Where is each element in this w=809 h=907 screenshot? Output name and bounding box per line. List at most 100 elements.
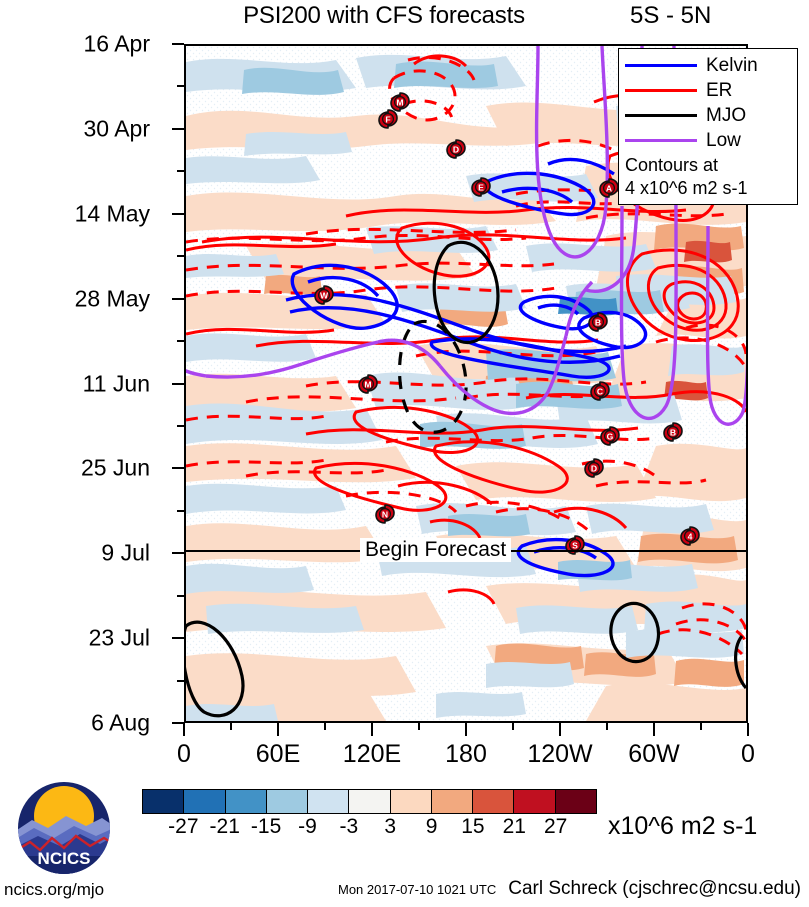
svg-text:E: E [478, 183, 484, 193]
svg-text:4: 4 [688, 532, 693, 542]
x-tick-minor-3 [512, 723, 514, 730]
x-tick-label-2: 120E [342, 740, 402, 768]
colorbar-tick-0: -27 [168, 815, 199, 838]
legend-label-low: Low [706, 130, 741, 151]
y-tick-label-3: 28 May [74, 285, 150, 312]
svg-text:W: W [320, 291, 329, 301]
colorbar-bin-10 [555, 790, 596, 813]
x-tick-label-0: 0 [177, 740, 191, 768]
x-tick-minor-2 [418, 723, 420, 730]
svg-text:M: M [364, 380, 371, 390]
storm-marker-d-2[interactable]: D [443, 136, 469, 162]
legend-label-er: ER [706, 80, 733, 101]
colorbar-bin-1 [184, 790, 226, 813]
y-tick-major-3 [172, 297, 184, 300]
x-tick-major-3 [465, 723, 467, 736]
y-tick-minor-2 [177, 255, 184, 258]
y-axis: 16 Apr 30 Apr 14 May 28 May 11 Jun 25 Jun 9 Ju… [0, 31, 184, 736]
svg-text:G: G [607, 432, 614, 442]
y-tick-major-5 [172, 467, 184, 470]
y-tick-label-1: 30 Apr [83, 115, 151, 142]
x-axis-labels: 0 60E 120E 180 120W 60W 0 [0, 740, 809, 774]
y-tick-label-7: 23 Jul [88, 624, 150, 651]
storm-marker-g-9[interactable]: G [597, 423, 623, 449]
storm-marker-n-12[interactable]: N [372, 501, 398, 527]
x-tick-minor-4 [606, 723, 608, 730]
colorbar-bin-7 [431, 790, 474, 813]
x-tick-major-0 [183, 723, 185, 736]
y-tick-label-8: 6 Aug [91, 709, 150, 736]
colorbar-bin-8 [473, 790, 515, 813]
colorbar-ticks: -27 -21 -15 -9 -3 3 9 15 21 27 [0, 815, 809, 841]
storm-marker-b-6[interactable]: B [585, 309, 611, 335]
storm-marker-f-1[interactable]: F [375, 106, 401, 132]
x-tick-minor-0 [230, 723, 232, 730]
storm-marker-4-14[interactable]: 4 [677, 523, 703, 549]
mjo-line-swatch [625, 114, 697, 117]
x-tick-label-1: 60E [255, 740, 301, 768]
x-tick-major-6 [747, 723, 749, 736]
svg-text:M: M [396, 98, 403, 108]
legend-item-low: Low [625, 128, 792, 153]
storm-marker-c-7[interactable]: C [587, 378, 613, 404]
colorbar-tick-6: 9 [425, 815, 438, 838]
y-tick-minor-1 [177, 170, 184, 173]
logo-url-label: ncics.org/mjo [4, 880, 105, 899]
storm-marker-m-0[interactable]: M [387, 89, 413, 115]
colorbar-tick-9: 27 [543, 815, 568, 838]
y-tick-major-2 [172, 212, 184, 215]
colorbar-bin-5 [349, 790, 391, 813]
svg-text:D: D [453, 145, 459, 155]
storm-marker-b-10[interactable]: B [660, 419, 686, 445]
svg-text:C: C [597, 387, 603, 397]
x-tick-major-5 [653, 723, 655, 736]
kelvin-line-swatch [625, 64, 697, 67]
y-tick-major-6 [172, 552, 184, 555]
page-title: PSI200 with CFS forecasts [243, 2, 525, 29]
colorbar-bin-6 [390, 790, 432, 813]
storm-marker-d-11[interactable]: D [581, 455, 607, 481]
storm-marker-s-13[interactable]: S [562, 532, 588, 558]
contour-note-line1: Contours at [625, 155, 719, 175]
x-tick-label-4: 120W [527, 740, 593, 768]
legend-item-er: ER [625, 78, 792, 103]
svg-text:B: B [670, 428, 676, 438]
colorbar [142, 789, 597, 814]
low-line-swatch [625, 139, 697, 142]
y-tick-major-8 [172, 722, 184, 724]
mjo-contours [186, 240, 746, 718]
svg-text:B: B [595, 318, 601, 328]
y-tick-label-2: 14 May [74, 200, 150, 227]
colorbar-bin-4 [308, 790, 350, 813]
x-tick-major-4 [559, 723, 561, 736]
colorbar-tick-7: 15 [461, 815, 485, 838]
y-tick-major-7 [172, 637, 184, 640]
y-tick-minor-6 [177, 594, 184, 597]
storm-marker-a-4[interactable]: A [596, 175, 622, 201]
legend-label-kelvin: Kelvin [706, 55, 758, 76]
svg-text:D: D [591, 464, 597, 474]
y-tick-minor-7 [177, 679, 184, 682]
y-tick-major-1 [172, 127, 184, 130]
storm-marker-m-8[interactable]: M [355, 371, 381, 397]
x-tick-minor-5 [700, 723, 702, 730]
y-tick-major-0 [172, 43, 184, 45]
legend-item-mjo: MJO [625, 103, 792, 128]
y-tick-minor-0 [177, 85, 184, 88]
legend: Kelvin ER MJO Low Contours at 4 x10^6 m2… [618, 48, 798, 205]
x-tick-minor-1 [324, 723, 326, 730]
colorbar-bin-9 [514, 790, 556, 813]
legend-label-mjo: MJO [706, 105, 747, 126]
x-tick-label-3: 180 [445, 740, 487, 768]
colorbar-bin-0 [143, 790, 185, 813]
storm-marker-w-5[interactable]: W [311, 282, 337, 308]
storm-marker-e-3[interactable]: E [468, 174, 494, 200]
y-tick-label-4: 11 Jun [82, 370, 150, 396]
svg-text:N: N [382, 510, 388, 520]
y-tick-major-4 [172, 382, 184, 385]
y-tick-minor-4 [177, 424, 184, 427]
logo-text: NCICS [38, 849, 91, 868]
latitude-range-label: 5S - 5N [630, 2, 712, 29]
